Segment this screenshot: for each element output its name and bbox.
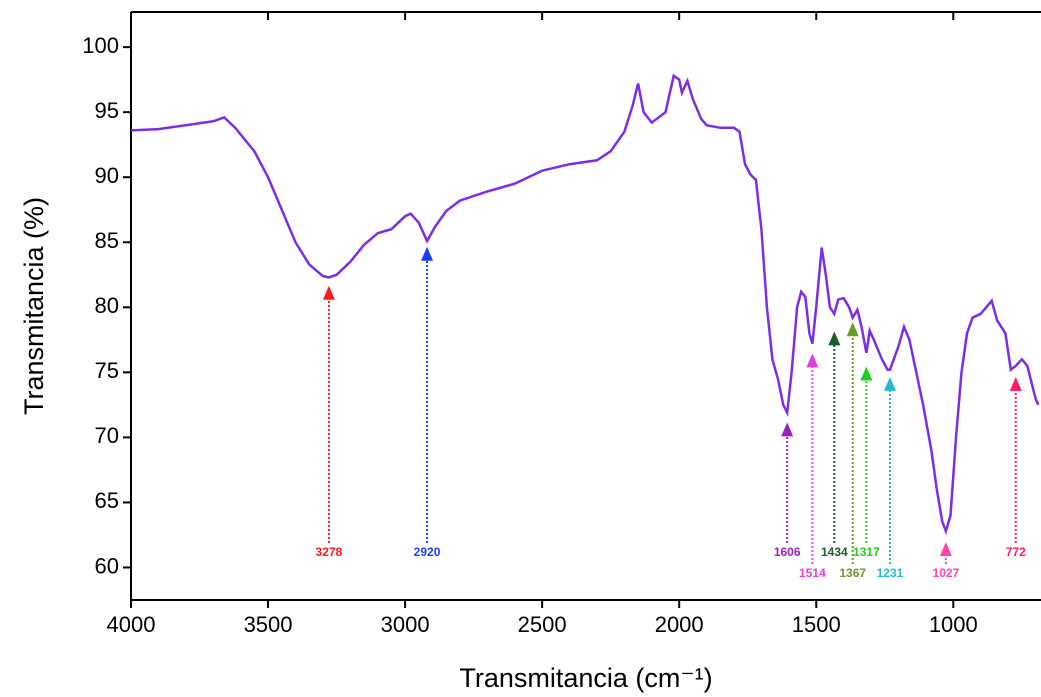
- annotation-label: 1367: [839, 566, 866, 580]
- y-tick-label: 100: [82, 33, 119, 58]
- annotation-label: 1434: [821, 545, 848, 559]
- x-tick-label: 1500: [792, 612, 841, 637]
- arrow-head: [846, 322, 859, 337]
- arrow-head: [322, 285, 335, 300]
- annotation-label: 1606: [774, 545, 801, 559]
- y-tick-label: 85: [95, 228, 119, 253]
- y-axis-title: Transmitancia (%): [19, 197, 49, 415]
- x-tick-label: 2000: [655, 612, 704, 637]
- y-tick-label: 75: [95, 358, 119, 383]
- y-tick-label: 60: [95, 553, 119, 578]
- y-tick-label: 65: [95, 488, 119, 513]
- arrow-head: [883, 376, 896, 391]
- y-tick-label: 95: [95, 98, 119, 123]
- annotation-label: 1514: [799, 566, 826, 580]
- spectrum-line: [131, 73, 1040, 535]
- annotation-label: 1027: [933, 566, 960, 580]
- x-axis-title: Transmitancia (cm⁻¹): [459, 663, 712, 693]
- annotation-label: 3278: [316, 545, 343, 559]
- arrow-head: [1009, 376, 1022, 391]
- x-tick-label: 1000: [929, 612, 978, 637]
- y-tick-label: 80: [95, 293, 119, 318]
- arrow-head: [828, 331, 841, 346]
- y-tick-label: 90: [95, 163, 119, 188]
- annotation-label: 1231: [877, 566, 904, 580]
- arrow-head: [781, 422, 794, 437]
- x-tick-label: 3000: [381, 612, 430, 637]
- y-tick-label: 70: [95, 423, 119, 448]
- x-tick-label: 3500: [244, 612, 293, 637]
- arrow-head: [806, 353, 819, 368]
- annotation-label: 772: [1006, 545, 1026, 559]
- x-tick-label: 4000: [107, 612, 156, 637]
- arrow-head: [421, 246, 434, 261]
- annotation-label: 2920: [414, 545, 441, 559]
- annotation-label: 1317: [853, 545, 880, 559]
- x-tick-label: 2500: [518, 612, 567, 637]
- arrow-head: [860, 366, 873, 381]
- arrow-head: [939, 542, 952, 557]
